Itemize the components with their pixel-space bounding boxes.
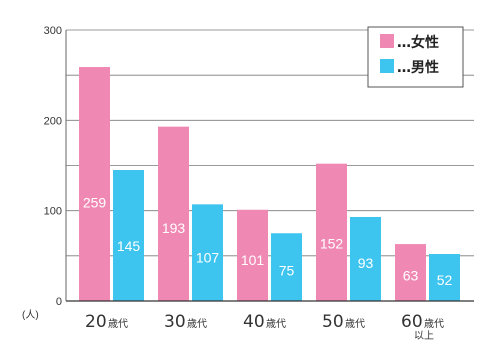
data-label-女性-40歳代: 101	[241, 252, 265, 268]
bar-女性-60歳代以上	[395, 244, 426, 301]
y-tick-label-300: 300	[44, 25, 62, 37]
bar-女性-20歳代	[79, 67, 110, 301]
bars-layer: 259 145 193 107 101 75 152 93 63 52	[66, 67, 474, 302]
legend-swatch-male	[380, 59, 394, 73]
x-tick-suffix-20歳代-0: 歳代	[108, 318, 128, 330]
legend-swatch-female	[380, 34, 394, 48]
x-tick-label-30歳代: 30	[164, 312, 186, 332]
x-tick-label-40歳代: 40	[243, 312, 265, 332]
bar-女性-50歳代	[316, 163, 347, 301]
x-tick-suffix-40歳代-0: 歳代	[266, 318, 286, 330]
bar-男性-30歳代	[192, 204, 223, 301]
x-tick-label-50歳代: 50	[322, 312, 344, 332]
y-unit-label: (人)	[22, 309, 39, 321]
y-tick-label-0: 0	[56, 296, 62, 308]
bar-男性-20歳代	[113, 170, 144, 301]
y-tick-label-100: 100	[44, 206, 62, 218]
data-label-女性-20歳代: 259	[83, 195, 107, 211]
x-tick-suffix-60歳代以上-0: 歳代	[424, 318, 444, 330]
data-label-女性-30歳代: 193	[162, 220, 186, 236]
bar-女性-40歳代	[237, 209, 268, 301]
data-label-男性-60歳代以上: 52	[437, 272, 453, 288]
legend-label-female: …女性	[397, 34, 439, 51]
x-tick-suffix-60歳代以上-1: 以上	[414, 330, 434, 342]
legend-label-male: …男性	[397, 59, 439, 76]
x-tick-suffix-30歳代-0: 歳代	[187, 318, 207, 330]
bar-女性-30歳代	[158, 126, 189, 301]
x-tick-label-20歳代: 20	[85, 312, 107, 332]
bar-男性-40歳代	[271, 233, 302, 301]
data-label-男性-30歳代: 107	[196, 250, 220, 266]
data-label-女性-50歳代: 152	[320, 235, 344, 251]
data-label-男性-20歳代: 145	[117, 238, 141, 254]
y-tick-label-200: 200	[44, 115, 62, 127]
x-tick-suffix-50歳代-0: 歳代	[345, 318, 365, 330]
data-label-男性-50歳代: 93	[358, 255, 374, 271]
data-label-女性-60歳代以上: 63	[403, 267, 419, 283]
x-tick-label-60歳代以上: 60	[401, 312, 423, 332]
data-label-男性-40歳代: 75	[279, 263, 295, 279]
bar-男性-60歳代以上	[429, 254, 460, 301]
legend: …女性 …男性	[367, 26, 464, 88]
bar-男性-50歳代	[350, 216, 381, 301]
